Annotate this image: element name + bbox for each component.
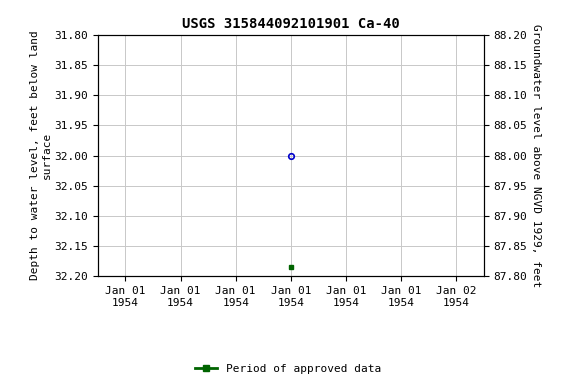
Y-axis label: Depth to water level, feet below land
surface: Depth to water level, feet below land su… [30,31,52,280]
Title: USGS 315844092101901 Ca-40: USGS 315844092101901 Ca-40 [182,17,400,31]
Legend: Period of approved data: Period of approved data [191,359,385,379]
Y-axis label: Groundwater level above NGVD 1929, feet: Groundwater level above NGVD 1929, feet [532,24,541,287]
